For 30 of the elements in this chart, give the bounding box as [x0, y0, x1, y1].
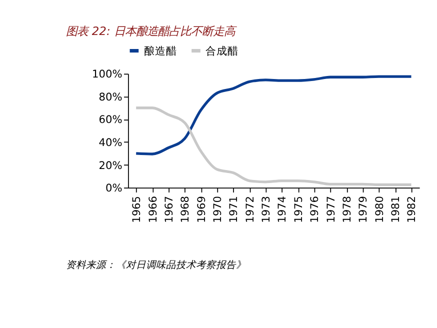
x-tick-label: 1973: [260, 196, 273, 223]
x-tick-label: 1968: [180, 196, 192, 223]
line-series: [134, 75, 413, 156]
x-tick-label: 1978: [341, 196, 354, 223]
x-tick-label: 1972: [244, 196, 256, 223]
y-tick-label: 20%: [98, 160, 122, 172]
x-tick-label: 1976: [309, 196, 322, 223]
x-tick-label: 1974: [276, 196, 289, 223]
x-tick-label: 1981: [390, 196, 402, 223]
y-tick-label: 0%: [105, 182, 122, 195]
x-tick-label: 1979: [358, 196, 370, 223]
line-series: [134, 106, 413, 186]
x-tick-label: 1977: [325, 196, 338, 223]
y-tick-label: 60%: [98, 114, 122, 126]
x-tick-label: 1980: [374, 196, 386, 223]
y-tick-label: 80%: [98, 91, 122, 104]
x-tick-label: 1965: [131, 196, 144, 223]
text: 资料来源：《对日调味品技术考察报告》: [66, 258, 246, 271]
legend-label: 酿造醋: [144, 44, 177, 58]
y-tick-label: 40%: [98, 137, 122, 150]
chart-title: 图表 22: 日本酿造醋占比不断走高: [66, 24, 237, 38]
x-tick-label: 1969: [196, 196, 208, 223]
x-tick-label: 1970: [212, 196, 224, 223]
x-tick-label: 1971: [228, 196, 240, 223]
x-tick-label: 1967: [163, 196, 176, 223]
legend-label: 合成醋: [206, 44, 239, 58]
x-tick-label: 1982: [406, 196, 418, 223]
x-tick-label: 1975: [292, 196, 305, 223]
x-tick-label: 1966: [147, 196, 160, 223]
y-tick-label: 100%: [92, 68, 122, 81]
